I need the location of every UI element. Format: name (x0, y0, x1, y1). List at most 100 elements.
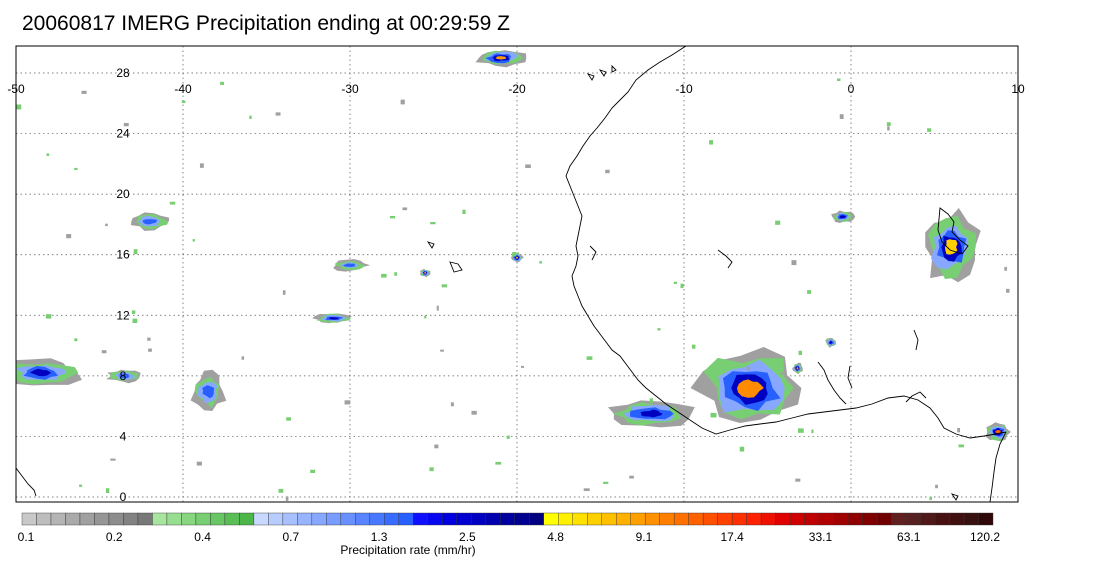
colorbar-swatch (876, 512, 892, 526)
colorbar-swatch (644, 512, 660, 526)
colorbar-swatch (775, 512, 791, 526)
precip-speck (196, 461, 202, 466)
precip-speck (807, 290, 812, 294)
map-title: 20060817 IMERG Precipitation ending at 0… (22, 12, 510, 35)
precip-speck (429, 467, 434, 472)
colorbar-swatch (905, 512, 921, 526)
precip-cluster (825, 338, 837, 348)
precip-contour (29, 368, 52, 377)
colorbar (21, 512, 994, 526)
colorbar-tick-label: 63.1 (897, 530, 921, 544)
colorbar-tick-label: 2.5 (459, 530, 476, 544)
colorbar-swatch (731, 512, 747, 526)
precip-speck (169, 201, 176, 205)
canary-islands-2 (611, 64, 617, 73)
precip-speck (673, 281, 677, 284)
caribbean-island (950, 493, 959, 501)
precip-contour (118, 373, 130, 379)
colorbar-tick-label: 0.1 (18, 530, 35, 544)
colorbar-swatch (818, 512, 834, 526)
precip-contour (640, 409, 663, 418)
precip-cluster (690, 347, 802, 423)
lon-tick-label: -50 (7, 82, 25, 96)
colorbar-swatch (688, 512, 704, 526)
precip-speck (1006, 288, 1010, 293)
kainji-lake (913, 329, 919, 351)
precip-speck (278, 488, 284, 493)
precip-contour (945, 239, 958, 255)
lake-chad (937, 207, 969, 255)
precip-speck (649, 398, 654, 404)
precip-contour (329, 317, 339, 320)
precip-cluster (925, 208, 981, 283)
precip-contour (343, 263, 356, 268)
precipitation-field (16, 50, 1011, 501)
map-frame (15, 45, 1019, 503)
precip-speck (811, 429, 814, 434)
colorbar-swatch (456, 512, 472, 526)
colorbar-swatch (36, 512, 52, 526)
precip-speck (402, 207, 408, 211)
gulf-guinea-inlet (905, 391, 927, 403)
precip-speck (739, 446, 745, 452)
canary-islands (586, 69, 607, 81)
colorbar-swatch (413, 512, 428, 526)
colorbar-swatch (427, 512, 443, 526)
colorbar-swatch (210, 512, 226, 526)
colorbar-swatch (79, 512, 95, 526)
precip-speck (887, 126, 890, 131)
precip-speck (285, 496, 289, 501)
colorbar-swatch (65, 512, 81, 526)
colorbar-label: Precipitation rate (mm/hr) (340, 543, 475, 557)
lat-tick-label: 16 (116, 248, 130, 262)
colorbar-tick-label: 0.7 (282, 530, 299, 544)
coastlines (16, 46, 1007, 502)
colorbar-swatch (833, 512, 849, 526)
precip-speck (836, 78, 841, 82)
colorbar-swatch (181, 512, 197, 526)
precip-contour (737, 379, 764, 398)
colorbar-swatch (21, 512, 37, 526)
precip-cluster (312, 313, 352, 324)
colorbar-swatch (746, 512, 762, 526)
precip-speck (286, 417, 292, 421)
precip-cluster (831, 210, 856, 223)
precip-speck (957, 427, 961, 433)
colorbar-swatch (702, 512, 718, 526)
precip-speck (436, 305, 439, 311)
precip-cluster (475, 50, 527, 68)
precip-speck (605, 169, 610, 174)
precip-speck (798, 350, 802, 356)
precip-speck (79, 484, 83, 487)
precip-speck (344, 400, 351, 405)
precip-speck (46, 153, 50, 156)
precip-speck (192, 239, 196, 242)
precip-speck (539, 261, 542, 264)
colorbar-swatch (978, 512, 994, 526)
precip-speck (199, 163, 204, 168)
precip-contour (515, 256, 519, 259)
precip-speck (74, 167, 78, 171)
precip-speck (241, 356, 245, 360)
colorbar-swatch (137, 512, 153, 526)
precip-speck (1004, 266, 1007, 271)
colorbar-swatch (529, 512, 544, 526)
precip-speck (462, 209, 466, 214)
precip-speck (935, 484, 938, 489)
colorbar-swatch (166, 512, 182, 526)
precip-speck (441, 284, 448, 288)
precip-speck (886, 122, 891, 127)
precip-speck (775, 220, 781, 225)
precip-speck (282, 290, 286, 295)
colorbar-tick-label: 120.2 (970, 530, 1000, 544)
colorbar-swatch (920, 512, 936, 526)
precip-speck (81, 90, 87, 94)
colorbar-swatch (123, 512, 139, 526)
precip-speck (629, 475, 634, 479)
precip-speck (105, 488, 110, 494)
volta-lake (817, 361, 847, 405)
colorbar-tick-label: 9.1 (636, 530, 653, 544)
precip-speck (495, 461, 502, 465)
precip-speck (123, 122, 129, 127)
precip-speck (45, 314, 52, 319)
